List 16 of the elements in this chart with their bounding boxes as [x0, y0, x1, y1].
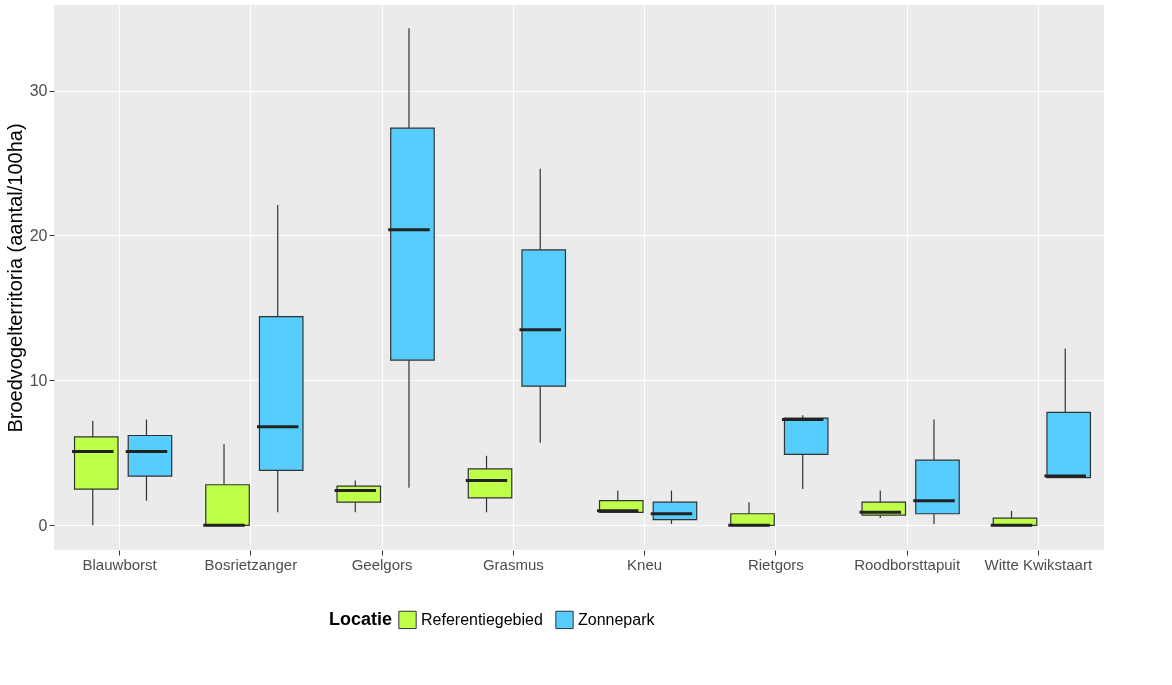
y-tick-label: 20 [29, 226, 48, 244]
x-tick-label: Grasmus [482, 555, 544, 573]
legend-label: Zonnepark [578, 610, 656, 628]
y-tick-label: 30 [29, 82, 48, 100]
y-axis-title: Broedvogelterritoria (aantal/100ha) [3, 123, 26, 433]
x-tick-label: Geelgors [351, 555, 413, 573]
x-tick-label: Roodborsttapuit [854, 555, 961, 573]
legend-label: Referentiegebied [421, 610, 543, 628]
y-tick-label: 0 [38, 516, 48, 534]
x-tick-label: Bosrietzanger [204, 555, 298, 573]
x-tick-label: Rietgors [747, 555, 804, 573]
x-tick-label: Witte Kwikstaart [984, 555, 1093, 573]
x-tick-label: Kneu [627, 555, 663, 573]
x-tick-label: Blauwborst [82, 555, 158, 573]
legend-title: Locatie [329, 609, 393, 629]
y-tick-label: 10 [29, 371, 48, 389]
